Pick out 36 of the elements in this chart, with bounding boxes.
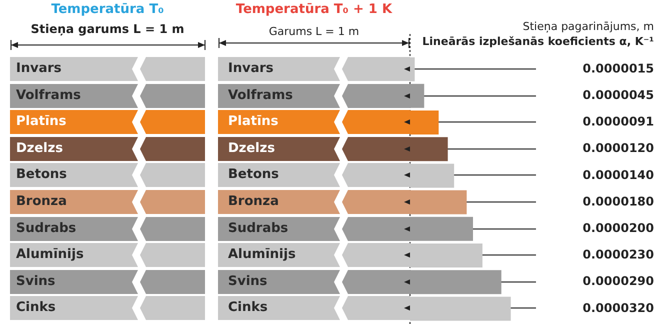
y-tick-label: Volframs: [16, 88, 81, 103]
data-label: 0.0000015: [582, 61, 654, 76]
data-label: 0.0000180: [582, 194, 654, 208]
data-label: 0.0000320: [582, 300, 654, 315]
category-label: Platīns: [228, 114, 278, 130]
text: Stieņa garums L = 1 m: [30, 22, 186, 36]
y-tick-label: Dzelzs: [16, 140, 63, 156]
text: Garums L = 1 m: [268, 25, 360, 38]
data-label: 0.0000290: [582, 274, 654, 288]
category-label: Alumīnijs: [228, 247, 296, 262]
category-label: Invars: [228, 61, 274, 76]
data-label: 0.0000230: [582, 247, 654, 262]
y-tick-label: Betons: [16, 167, 67, 182]
data-label: 0.0000140: [582, 168, 654, 182]
category-label: Cinks: [228, 300, 268, 316]
y-tick-label: Platīns: [16, 114, 66, 130]
data-label: 0.0000091: [582, 114, 654, 128]
y-tick-label: Invars: [16, 61, 62, 76]
y-tick-label: Svins: [16, 274, 56, 289]
data-label: 0.0000120: [582, 140, 654, 155]
x-axis-title: Lineārās izplešanās koeficients α, K⁻¹: [422, 35, 654, 48]
text: Temperatūra T₀: [50, 2, 165, 17]
y-tick-label: Cinks: [16, 300, 56, 316]
category-label: Volframs: [228, 88, 293, 103]
text: Temperatūra T₀ + 1 K: [234, 2, 394, 17]
y-tick-label: Bronza: [16, 194, 67, 209]
data-label: 0.0000200: [582, 220, 654, 235]
category-label: Sudrabs: [228, 220, 288, 236]
data-label: 0.0000045: [582, 88, 654, 102]
category-label: Betons: [228, 167, 279, 182]
category-label: Svins: [228, 274, 268, 289]
y-tick-label: Alumīnijs: [16, 247, 84, 262]
category-label: Bronza: [228, 194, 279, 209]
y-tick-label: Sudrabs: [16, 220, 76, 236]
text: Stieņa pagarinājums, m: [522, 20, 654, 33]
category-label: Dzelzs: [228, 140, 275, 156]
